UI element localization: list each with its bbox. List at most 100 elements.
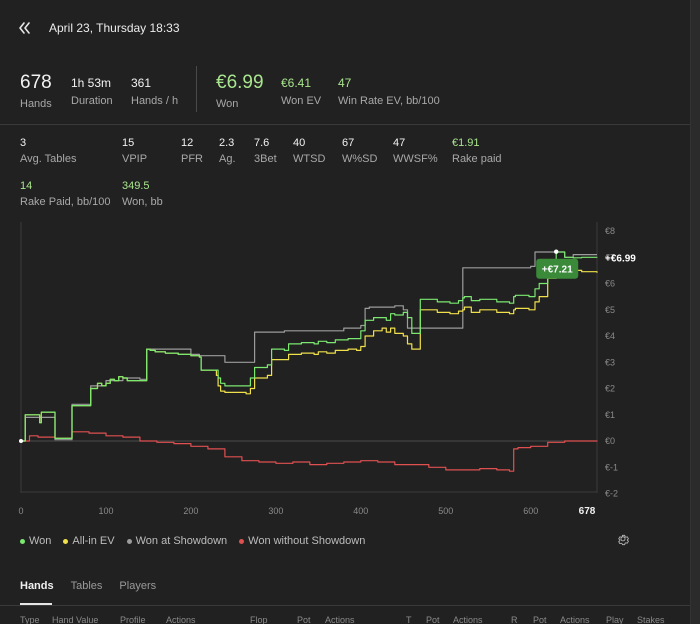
stat-value: 67 [342, 137, 355, 149]
session-title: April 23, Thursday 18:33 [49, 21, 180, 35]
stat-win-rate-ev: 47 Win Rate EV, bb/100 [338, 76, 440, 107]
series-line-won-without-showdown [21, 431, 598, 472]
column-header[interactable]: Actions [325, 615, 355, 624]
stat-value: 40 [293, 137, 306, 149]
column-header[interactable]: Stakes [637, 615, 665, 624]
stat-value: 7.6 [254, 137, 270, 149]
x-tick-label: 100 [98, 506, 113, 516]
x-tick-label: 400 [353, 506, 368, 516]
column-header[interactable]: Profile [120, 615, 146, 624]
double-chevron-left-icon[interactable] [14, 17, 36, 39]
stat-label: Rake paid [452, 153, 502, 165]
tab-hands[interactable]: Hands [20, 580, 54, 592]
y-tick-label: €0 [605, 436, 615, 446]
stat-label: Won EV [281, 95, 322, 107]
column-header[interactable]: Actions [166, 615, 196, 624]
gear-icon[interactable] [616, 533, 630, 547]
legend-item-won[interactable]: Won [20, 535, 51, 547]
x-tick-label: 200 [183, 506, 198, 516]
stat-value: 15 [122, 137, 135, 149]
active-tab-indicator [20, 603, 52, 605]
stat-label: WWSF% [393, 153, 438, 165]
stat-value: 2.3 [219, 137, 235, 149]
column-header[interactable]: Hand Value [52, 615, 99, 624]
legend-item-won-at-showdown[interactable]: Won at Showdown [126, 535, 228, 547]
stat-value: 47 [338, 76, 352, 90]
y-tick-label: €-1 [605, 462, 618, 472]
stat-value: 14 [20, 180, 33, 192]
value-badge: +€7.21 [536, 258, 579, 279]
legend-dot [126, 538, 132, 544]
column-header[interactable]: Pot [297, 615, 311, 624]
stat-value: 3 [20, 137, 27, 149]
column-header[interactable]: R [511, 615, 518, 624]
series-line-won-at-showdown [21, 251, 597, 442]
stat-won: €6.99 Won [216, 72, 264, 110]
series-line-won [21, 251, 598, 442]
legend-item-all-in-ev[interactable]: All-in EV [63, 535, 115, 547]
column-header[interactable]: Pot [533, 615, 547, 624]
column-header[interactable]: Flop [250, 615, 268, 624]
stat-rake-paid: €1.91 Rake paid [452, 137, 502, 165]
scrollbar[interactable] [690, 0, 700, 624]
legend-label: All-in EV [72, 535, 115, 547]
y-tick-label: €8 [605, 226, 615, 236]
column-header[interactable]: T [406, 615, 412, 624]
tab-bar: Hands Tables Players [20, 580, 173, 592]
peak-point [554, 249, 559, 254]
badge-label: +€7.21 [542, 265, 573, 276]
stat-3bet: 7.6 3Bet [254, 137, 277, 165]
column-header[interactable]: Play [606, 615, 624, 624]
divider [0, 124, 690, 125]
x-end-label: 678 [579, 506, 596, 517]
end-value-label: +€6.99 [605, 254, 636, 265]
stat-vpip: 15 VPIP [122, 137, 147, 165]
legend-label: Won without Showdown [248, 535, 366, 547]
stat-aggression: 2.3 Ag. [219, 137, 236, 165]
legend-dot [239, 538, 245, 544]
y-tick-label: €6 [605, 279, 615, 289]
y-tick-label: €3 [605, 357, 615, 367]
stat-won-ev: €6.41 Won EV [281, 76, 321, 107]
x-tick-label: 500 [438, 506, 453, 516]
stat-avg-tables: 3 Avg. Tables [20, 137, 76, 165]
column-header[interactable]: Actions [453, 615, 483, 624]
column-header[interactable]: Type [20, 615, 40, 624]
stat-hands: 678 Hands [20, 72, 52, 110]
y-tick-label: €4 [605, 331, 615, 341]
stat-value: €1.91 [452, 137, 480, 149]
stat-label: Rake Paid, bb/100 [20, 196, 111, 208]
winnings-chart-svg: €8 €7 €6 €5 €4 €3 €2 €1 €0 €-1 €-2 0 100 200 300 400 500… [18, 222, 636, 517]
table-header: Type Hand Value Profile Actions Flop Pot Actio… [20, 615, 690, 624]
x-tick-label: 600 [523, 506, 538, 516]
stat-value: 47 [393, 137, 406, 149]
stat-value: €6.99 [216, 72, 264, 93]
tab-players[interactable]: Players [119, 580, 157, 592]
stat-won-bb: 349.5 Won, bb [122, 180, 163, 208]
header: April 23, Thursday 18:33 [0, 0, 690, 58]
column-header[interactable]: Actions [560, 615, 590, 624]
stat-label: W%SD [342, 153, 378, 165]
y-tick-label: €7 [605, 252, 615, 262]
stat-pfr: 12 PFR [181, 137, 203, 165]
legend-label: Won at Showdown [135, 535, 228, 547]
winnings-chart: €8 €7 €6 €5 €4 €3 €2 €1 €0 €-1 €-2 0 100 200 300 400 500… [0, 222, 690, 522]
stat-label: 3Bet [254, 153, 277, 165]
tab-tables[interactable]: Tables [70, 580, 103, 592]
column-header[interactable]: Pot [426, 615, 440, 624]
stat-value: 12 [181, 137, 194, 149]
start-point [19, 439, 23, 443]
stat-label: Won, bb [122, 196, 163, 208]
chart-legend: Won All-in EV Won at Showdown Won withou… [20, 534, 377, 548]
stat-label: PFR [181, 153, 203, 165]
series-line-all-in-ev [21, 264, 598, 442]
stat-value: 361 [131, 76, 152, 90]
stat-rake-paid-bb100: 14 Rake Paid, bb/100 [20, 180, 111, 208]
stat-label: Won [216, 98, 239, 110]
stat-value: 1h 53m [71, 76, 112, 90]
stat-label: Duration [71, 95, 113, 107]
y-tick-label: €1 [605, 410, 615, 420]
x-tick-label: 300 [268, 506, 283, 516]
legend-item-won-without-showdown[interactable]: Won without Showdown [239, 535, 365, 547]
